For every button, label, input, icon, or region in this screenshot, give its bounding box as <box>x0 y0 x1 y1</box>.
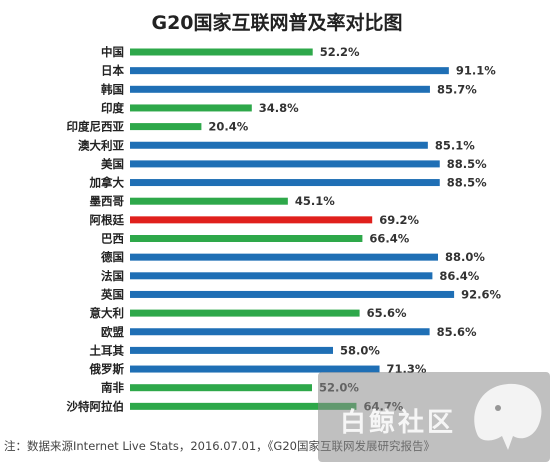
value-label: 88.0% <box>445 250 485 264</box>
category-label: 中国 <box>101 45 124 59</box>
bar <box>130 384 312 392</box>
value-label: 34.8% <box>259 101 299 115</box>
category-label: 巴西 <box>101 232 124 246</box>
bar <box>130 104 252 112</box>
bar <box>130 123 202 131</box>
value-label: 85.6% <box>437 325 477 339</box>
bar <box>130 85 430 93</box>
category-label: 加拿大 <box>89 176 125 190</box>
category-label: 德国 <box>100 250 124 264</box>
category-label: 南非 <box>101 381 124 395</box>
category-label: 阿根廷 <box>90 213 125 227</box>
category-label: 英国 <box>100 287 124 301</box>
value-label: 92.6% <box>461 287 501 301</box>
watermark: 白鲸社区 <box>318 372 550 462</box>
bar <box>130 235 363 242</box>
category-label: 墨西哥 <box>90 194 125 208</box>
category-label: 意大利 <box>90 306 125 320</box>
value-label: 52.2% <box>320 45 360 59</box>
value-label: 88.5% <box>447 176 487 190</box>
bar <box>130 309 360 317</box>
bar <box>130 67 449 75</box>
bar <box>130 216 373 224</box>
bar <box>130 197 288 205</box>
category-label: 美国 <box>101 157 124 171</box>
category-label: 澳大利亚 <box>78 138 124 152</box>
whale-logo-icon <box>474 383 542 450</box>
bar <box>130 141 428 149</box>
bar <box>130 179 440 187</box>
value-label: 91.1% <box>456 64 496 78</box>
category-label: 韩国 <box>101 82 124 96</box>
category-label: 沙特阿拉伯 <box>67 399 125 413</box>
value-label: 66.4% <box>369 232 409 246</box>
bar <box>130 272 433 280</box>
bar <box>130 290 455 298</box>
chart-title: G20国家互联网普及率对比图 <box>151 12 403 34</box>
value-label: 69.2% <box>379 213 419 227</box>
category-label: 日本 <box>101 64 124 78</box>
bar <box>130 365 380 373</box>
bar <box>130 402 357 410</box>
value-label: 85.7% <box>437 82 477 96</box>
value-label: 58.0% <box>340 343 380 357</box>
bar <box>130 346 333 354</box>
bar <box>130 48 313 56</box>
category-label: 法国 <box>101 269 124 283</box>
category-label: 土耳其 <box>90 343 125 357</box>
value-label: 86.4% <box>439 269 479 283</box>
value-label: 20.4% <box>208 120 248 134</box>
watermark-text: 白鲸社区 <box>340 408 457 438</box>
category-label: 印度 <box>101 101 124 115</box>
category-label: 俄罗斯 <box>89 362 125 376</box>
value-label: 88.5% <box>447 157 487 171</box>
value-label: 85.1% <box>435 138 475 152</box>
category-label: 欧盟 <box>101 325 124 339</box>
bar <box>130 328 430 336</box>
value-label: 65.6% <box>367 306 407 320</box>
bar <box>130 160 440 168</box>
bar <box>130 253 438 261</box>
value-label: 45.1% <box>295 194 335 208</box>
category-label: 印度尼西亚 <box>67 120 125 134</box>
